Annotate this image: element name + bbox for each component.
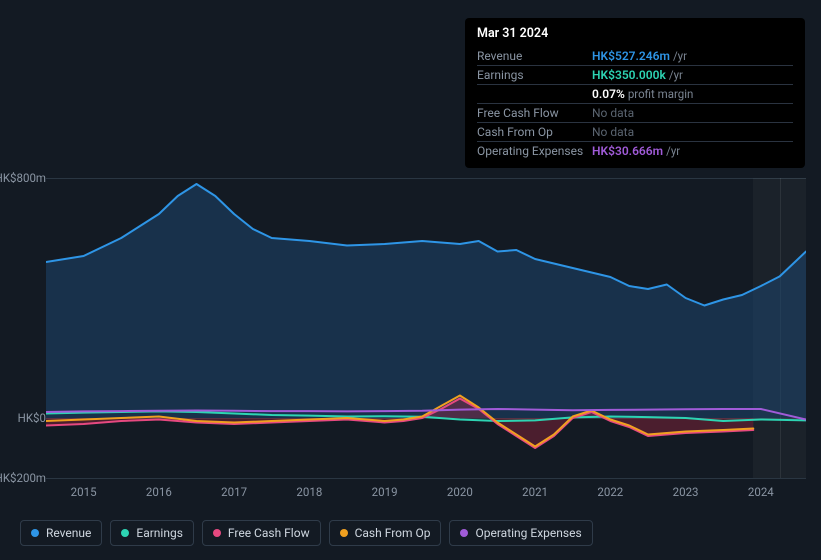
- legend-label: Free Cash Flow: [228, 526, 310, 540]
- tooltip-date: Mar 31 2024: [477, 26, 793, 47]
- plot-area[interactable]: [46, 178, 806, 478]
- legend-dot-icon: [460, 529, 468, 537]
- legend-item-revenue[interactable]: Revenue: [20, 520, 102, 546]
- tooltip-row: 0.07%profit margin: [477, 84, 793, 103]
- tooltip-row: RevenueHK$527.246m/yr: [477, 47, 793, 65]
- tooltip-suffix: /yr: [666, 144, 680, 158]
- legend-label: Cash From Op: [355, 526, 431, 540]
- legend-dot-icon: [31, 529, 39, 537]
- financial-chart[interactable]: HK$800mHK$0-HK$200m 20152016201720182019…: [16, 160, 806, 500]
- legend-item-earnings[interactable]: Earnings: [110, 520, 194, 546]
- tooltip-value: HK$527.246m: [592, 49, 670, 63]
- legend-label: Earnings: [136, 526, 183, 540]
- tooltip-nodata: No data: [592, 125, 634, 139]
- x-axis-tick-label: 2018: [296, 485, 322, 499]
- tooltip-label: Free Cash Flow: [477, 106, 592, 120]
- x-axis-tick-label: 2016: [146, 485, 172, 499]
- x-axis-tick-label: 2020: [447, 485, 473, 499]
- x-axis-tick-label: 2023: [673, 485, 699, 499]
- y-axis-tick-label: HK$0: [18, 411, 46, 425]
- legend-item-opex[interactable]: Operating Expenses: [449, 520, 592, 546]
- tooltip-row: Free Cash FlowNo data: [477, 103, 793, 122]
- y-axis-tick-label: -HK$200m: [0, 471, 46, 485]
- x-axis-tick-label: 2022: [597, 485, 623, 499]
- legend-label: Revenue: [46, 526, 91, 540]
- legend-label: Operating Expenses: [475, 526, 581, 540]
- chart-legend: Revenue Earnings Free Cash Flow Cash From O…: [20, 520, 593, 546]
- legend-dot-icon: [121, 529, 129, 537]
- chart-tooltip: Mar 31 2024 RevenueHK$527.246m/yrEarning…: [465, 18, 805, 168]
- legend-item-fcf[interactable]: Free Cash Flow: [202, 520, 321, 546]
- tooltip-suffix: /yr: [673, 49, 687, 63]
- tooltip-label: Earnings: [477, 68, 592, 82]
- tooltip-label: Operating Expenses: [477, 144, 592, 158]
- x-axis: 2015 2016 2017 2018 2019 2020 2021 2022 2023 2024: [46, 485, 806, 505]
- x-axis-tick-label: 2017: [221, 485, 247, 499]
- x-axis-tick-label: 2015: [71, 485, 97, 499]
- x-axis-tick-label: 2021: [522, 485, 548, 499]
- tooltip-value: HK$350.000k: [592, 68, 666, 82]
- tooltip-label: Cash From Op: [477, 125, 592, 139]
- tooltip-suffix: profit margin: [628, 87, 694, 101]
- legend-dot-icon: [213, 529, 221, 537]
- tooltip-row: Cash From OpNo data: [477, 122, 793, 141]
- y-axis-tick-label: HK$800m: [0, 171, 46, 185]
- gridline: [46, 478, 806, 479]
- tooltip-suffix: /yr: [669, 68, 683, 82]
- tooltip-nodata: No data: [592, 106, 634, 120]
- tooltip-value: 0.07%: [592, 87, 625, 101]
- tooltip-value: HK$30.666m: [592, 144, 663, 158]
- tooltip-row: EarningsHK$350.000k/yr: [477, 65, 793, 84]
- legend-dot-icon: [340, 529, 348, 537]
- x-axis-tick-label: 2019: [372, 485, 398, 499]
- x-axis-tick-label: 2024: [748, 485, 774, 499]
- tooltip-label: Revenue: [477, 49, 592, 63]
- legend-item-cfo[interactable]: Cash From Op: [329, 520, 442, 546]
- tooltip-row: Operating ExpensesHK$30.666m/yr: [477, 141, 793, 160]
